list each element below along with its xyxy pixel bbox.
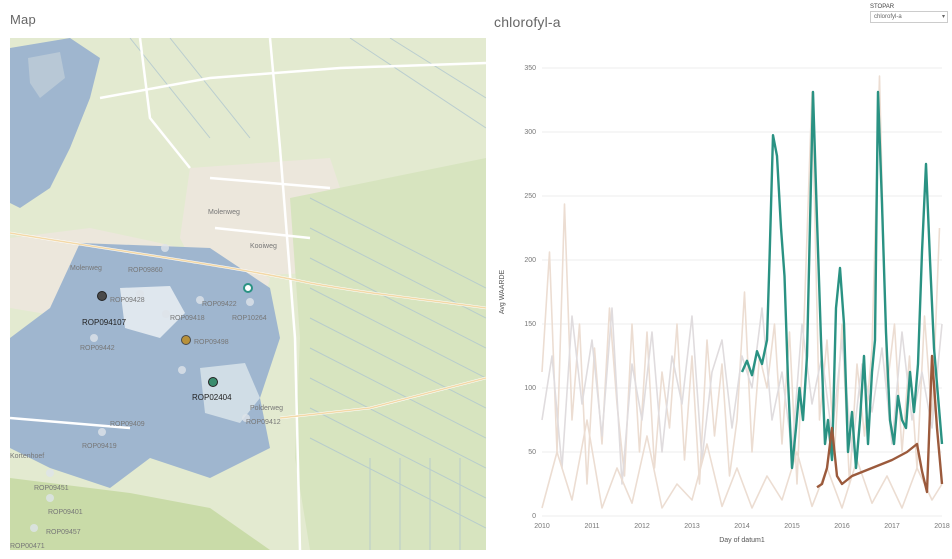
y-tick-label: 150 [524, 321, 536, 328]
street-label: Molenweg [208, 209, 240, 216]
x-axis-label: Day of datum1 [719, 537, 765, 544]
series-line-highlight[interactable] [740, 90, 944, 470]
station-marker[interactable] [136, 290, 144, 298]
water-area [120, 286, 185, 338]
station-label: ROP094107 [82, 318, 127, 327]
station-marker-ROP094107[interactable] [97, 291, 107, 301]
station-marker[interactable] [30, 524, 38, 532]
x-tick-label: 2011 [584, 523, 599, 530]
lake-area [10, 243, 280, 488]
station-marker[interactable] [178, 366, 186, 374]
map-canvas[interactable]: Molenweg Kooiweg Molenweg Polderweg Kort… [10, 38, 486, 550]
parameter-filter: STOPAR chlorofyl-a ▾ [870, 4, 948, 23]
street-label: Molenweg [70, 265, 102, 272]
y-tick-label: 50 [528, 449, 536, 456]
station-label: ROP09442 [80, 345, 115, 352]
x-tick-label: 2017 [884, 523, 900, 530]
station-label: ROP10264 [232, 315, 267, 322]
place-label: Kortenhoef [10, 453, 44, 460]
station-marker[interactable] [246, 298, 254, 306]
main-roads [10, 232, 486, 419]
station-marker[interactable] [242, 414, 250, 422]
station-label: ROP09401 [48, 509, 83, 516]
y-tick-label: 100 [524, 385, 536, 392]
x-tick-label: 2014 [734, 523, 750, 530]
station-marker[interactable] [98, 428, 106, 436]
y-tick-labels: 0 50 100 150 200 250 300 350 [524, 65, 536, 520]
map-panel[interactable]: Molenweg Kooiweg Molenweg Polderweg Kort… [10, 38, 486, 550]
series-line-faded[interactable] [541, 75, 941, 485]
station-marker[interactable] [196, 296, 204, 304]
station-label: ROP09409 [110, 421, 145, 428]
station-marker[interactable] [161, 244, 169, 252]
parameter-select[interactable]: chlorofyl-a ▾ [870, 11, 948, 23]
series-line-faded[interactable] [541, 419, 943, 509]
y-axis-label: Avg WAARDE [499, 270, 506, 315]
station-marker-ROP09498[interactable] [181, 335, 191, 345]
water-area [28, 52, 65, 98]
x-tick-label: 2012 [634, 523, 650, 530]
field-area [290, 158, 486, 550]
series-line-highlight[interactable] [816, 354, 944, 494]
station-marker-teal[interactable] [243, 283, 253, 293]
street-label: Kooiweg [250, 243, 277, 250]
station-label: ROP09428 [110, 297, 145, 304]
station-label: ROP09860 [128, 267, 163, 274]
y-tick-label: 300 [524, 129, 536, 136]
y-tick-label: 0 [532, 513, 536, 520]
station-label: ROP09422 [202, 301, 237, 308]
station-label: ROP00471 [10, 543, 45, 550]
field-area [10, 478, 270, 550]
station-marker[interactable] [46, 494, 54, 502]
gridlines [542, 67, 942, 517]
x-tick-label: 2016 [834, 523, 850, 530]
station-label: ROP09498 [194, 339, 229, 346]
faded-stations: ROP09860 ROP09428 ROP09422 ROP10264 ROP0… [10, 244, 281, 550]
x-tick-labels: 2010 2011 2012 2013 2014 2015 2016 2017 2018 [534, 523, 950, 530]
station-label: ROP09457 [46, 529, 81, 536]
street-label: Polderweg [250, 405, 283, 412]
y-tick-label: 200 [524, 257, 536, 264]
chart-title: chlorofyl-a [494, 14, 561, 30]
x-tick-label: 2013 [684, 523, 700, 530]
station-label: ROP09418 [170, 315, 205, 322]
station-label: ROP09451 [34, 485, 69, 492]
station-marker[interactable] [46, 469, 54, 477]
station-marker[interactable] [90, 334, 98, 342]
y-tick-label: 350 [524, 65, 536, 72]
y-tick-label: 250 [524, 193, 536, 200]
station-label: ROP02404 [192, 393, 232, 402]
station-marker[interactable] [162, 310, 170, 318]
parameter-filter-label: STOPAR [870, 4, 895, 10]
series-lines [541, 75, 944, 509]
station-marker-ROP02404[interactable] [208, 377, 218, 387]
station-label: ROP09419 [82, 443, 117, 450]
station-label: ROP09412 [246, 419, 281, 426]
map-title: Map [10, 12, 36, 27]
chevron-down-icon: ▾ [941, 14, 945, 20]
series-line-faded[interactable] [541, 307, 943, 485]
parameter-select-value: chlorofyl-a [874, 14, 902, 20]
chart-panel[interactable]: 0 50 100 150 200 250 300 350 2010 2011 2012 2013 20… [490, 38, 952, 554]
x-tick-label: 2010 [534, 523, 550, 530]
x-tick-label: 2018 [934, 523, 950, 530]
x-tick-label: 2015 [784, 523, 800, 530]
